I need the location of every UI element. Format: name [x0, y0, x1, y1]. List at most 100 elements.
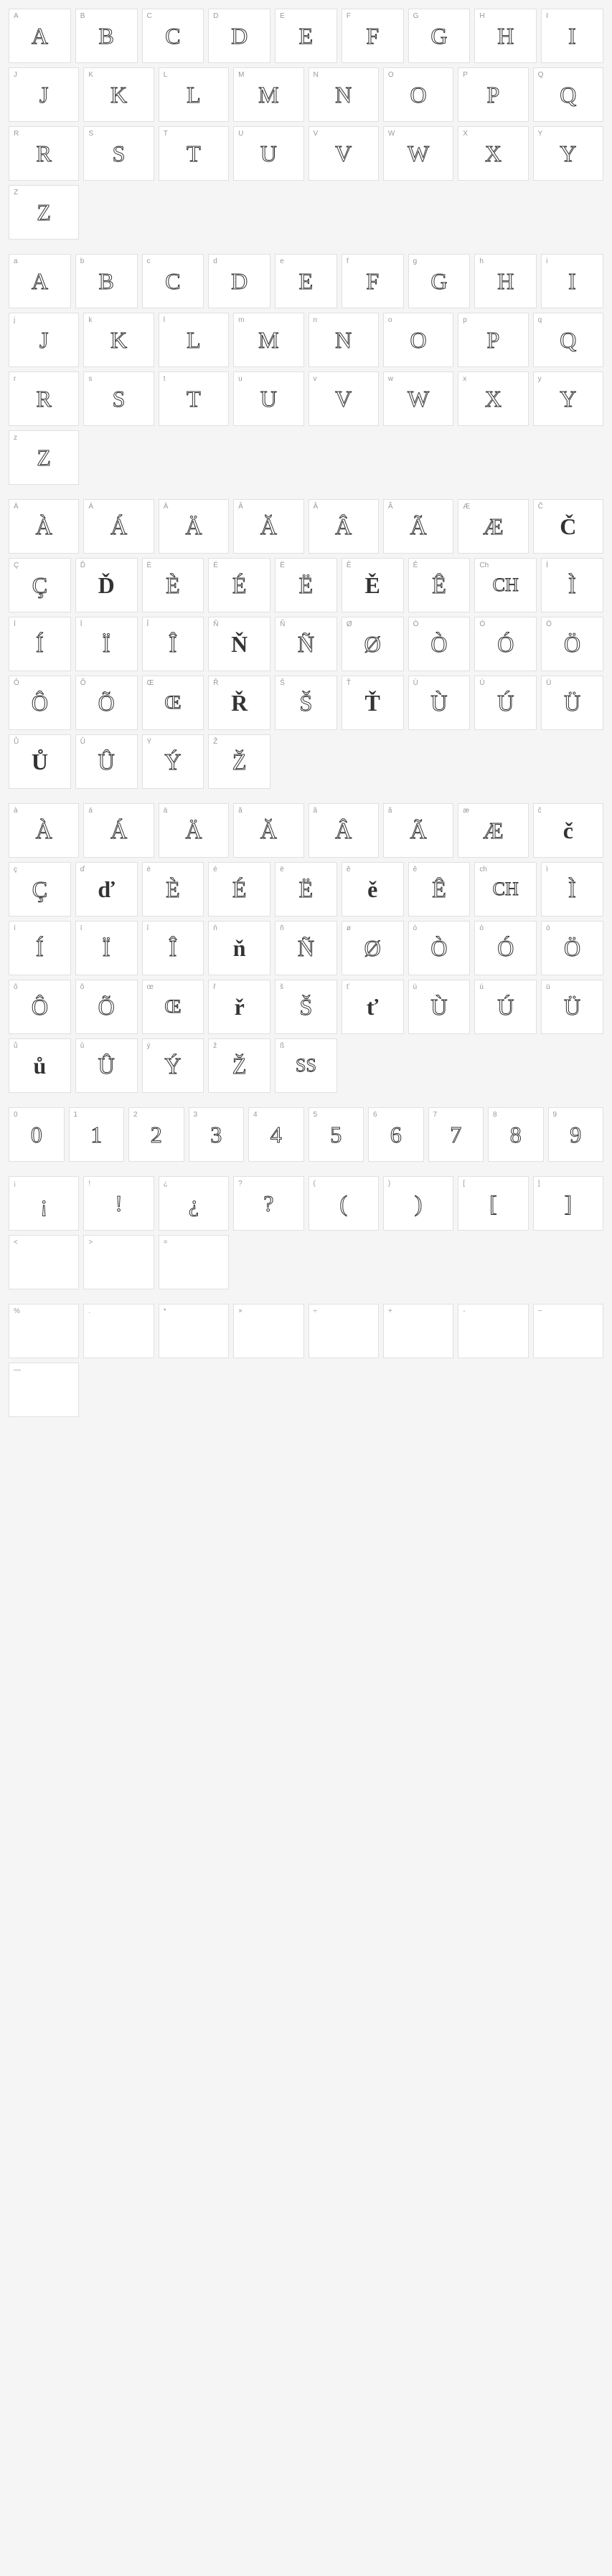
glyph-cell: -: [458, 1304, 528, 1358]
key-label: Ö: [546, 620, 552, 628]
glyph-display: ¡: [40, 1192, 48, 1215]
key-label: ó: [479, 924, 484, 932]
punctuation-section: ¡¡!!¿¿??(())[[]]<>=: [9, 1176, 603, 1289]
glyph-display: C: [165, 270, 180, 293]
glyph-cell: ÏÏ: [75, 617, 138, 671]
key-label: >: [88, 1239, 93, 1246]
key-label: —: [14, 1366, 21, 1374]
glyph-cell: gG: [408, 254, 471, 308]
glyph-display: Ă: [260, 515, 277, 538]
key-label: ): [388, 1180, 390, 1188]
key-label: P: [463, 71, 468, 79]
glyph-display: CH: [493, 576, 519, 595]
key-label: k: [88, 316, 92, 324]
glyph-cell: ×: [233, 1304, 303, 1358]
glyph-display: É: [232, 878, 247, 901]
glyph-cell: kK: [83, 313, 154, 367]
key-label: y: [538, 375, 542, 383]
glyph-cell: sS: [83, 371, 154, 426]
glyph-cell: XX: [458, 126, 528, 181]
glyph-cell: 55: [309, 1107, 364, 1162]
glyph-cell: ĂĂ: [233, 499, 303, 554]
glyph-cell: îÎ: [142, 921, 204, 975]
key-label: ť: [347, 983, 349, 991]
glyph-cell: FF: [342, 9, 404, 63]
key-label: =: [164, 1239, 168, 1246]
key-label: -: [463, 1307, 465, 1315]
glyph-cell: řř: [208, 980, 270, 1034]
key-label: â: [314, 807, 318, 815]
glyph-display: F: [366, 270, 379, 293]
glyph-cell: chCH: [474, 862, 537, 917]
glyph-display: č: [563, 819, 573, 842]
key-label: Í: [14, 620, 16, 628]
glyph-cell: QQ: [533, 67, 603, 122]
glyph-display: Ê: [432, 574, 446, 597]
glyph-cell: ÷: [309, 1304, 379, 1358]
glyph-display: B: [98, 24, 113, 47]
key-label: š: [280, 983, 283, 991]
key-label: *: [164, 1307, 166, 1315]
glyph-cell: ďď: [75, 862, 138, 917]
key-label: ò: [413, 924, 418, 932]
glyph-display: Ň: [231, 633, 248, 655]
key-label: Ř: [213, 679, 218, 687]
key-label: ž: [213, 1042, 217, 1050]
key-label: <: [14, 1239, 18, 1246]
glyph-display: Ü: [564, 691, 580, 714]
glyph-cell: ĎĎ: [75, 558, 138, 612]
key-label: 5: [314, 1111, 318, 1119]
key-label: Ă: [238, 503, 243, 511]
glyph-cell: ÃÃ: [383, 499, 453, 554]
glyph-cell: BB: [75, 9, 138, 63]
numbers-section: 00112233445566778899: [9, 1107, 603, 1162]
key-label: q: [538, 316, 542, 324]
key-label: Æ: [463, 503, 470, 511]
glyph-cell: hH: [474, 254, 537, 308]
key-label: Ú: [479, 679, 484, 687]
key-label: Ñ: [280, 620, 285, 628]
glyph-display: Ë: [299, 878, 314, 901]
glyph-cell: RR: [9, 126, 79, 181]
glyph-display: F: [366, 24, 379, 47]
key-label: z: [14, 434, 17, 442]
glyph-display: S: [113, 142, 126, 165]
glyph-display: Ï: [103, 633, 110, 655]
glyph-display: À: [36, 819, 52, 842]
glyph-display: ): [415, 1192, 423, 1215]
glyph-cell: èÈ: [142, 862, 204, 917]
glyph-cell: ÔÔ: [9, 676, 71, 730]
key-label: w: [388, 375, 393, 383]
glyph-cell: êÊ: [408, 862, 471, 917]
glyph-cell: vV: [309, 371, 379, 426]
glyph-cell: ÑÑ: [275, 617, 337, 671]
glyph-cell: zZ: [9, 430, 79, 485]
glyph-display: O: [410, 328, 427, 351]
glyph-display: J: [39, 328, 48, 351]
glyph-cell: AA: [9, 9, 71, 63]
key-label: U: [238, 130, 243, 138]
key-label: Z: [14, 189, 18, 196]
glyph-display: Â: [335, 515, 352, 538]
key-label: v: [314, 375, 317, 383]
lowercase-section: aAbBcCdDeEfFgGhHiIjJkKlLmMnNoOpPqQrRsStT…: [9, 254, 603, 485]
glyph-cell: ãÃ: [383, 803, 453, 858]
key-label: ì: [546, 866, 548, 873]
key-label: 6: [373, 1111, 377, 1119]
glyph-display: Í: [36, 937, 44, 960]
glyph-display: Ó: [497, 937, 514, 960]
key-label: à: [14, 807, 18, 815]
key-label: ï: [80, 924, 83, 932]
key-label: G: [413, 12, 419, 20]
glyph-display: Ô: [32, 995, 48, 1018]
glyph-display: È: [166, 878, 180, 901]
key-label: i: [546, 257, 547, 265]
glyph-display: Ê: [432, 878, 446, 901]
key-label: e: [280, 257, 284, 265]
glyph-cell: OO: [383, 67, 453, 122]
glyph-cell: ùÙ: [408, 980, 471, 1034]
key-label: ch: [479, 866, 487, 873]
key-label: ă: [238, 807, 243, 815]
glyph-display: H: [497, 24, 514, 47]
glyph-cell: uU: [233, 371, 303, 426]
